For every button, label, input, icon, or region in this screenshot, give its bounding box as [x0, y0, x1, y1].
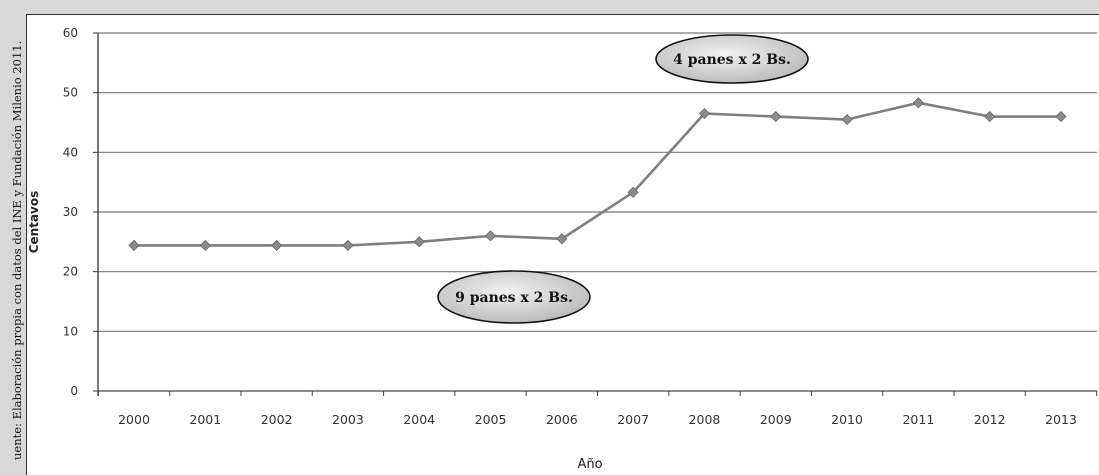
data-point-marker	[128, 239, 140, 251]
x-tick-label: 2005	[475, 412, 507, 427]
x-axis-label: Año	[577, 457, 602, 472]
data-point-marker	[912, 97, 924, 109]
y-tick-label: 20	[63, 265, 78, 279]
data-series	[128, 97, 1067, 251]
data-point-marker	[342, 239, 354, 251]
annotation-label: 4 panes x 2 Bs.	[673, 52, 791, 68]
series-line	[134, 101, 1061, 247]
data-point-marker	[199, 239, 211, 251]
x-tick-label: 2009	[760, 412, 792, 427]
x-tick-label: 2007	[617, 412, 649, 427]
data-point-marker	[271, 239, 283, 251]
gridlines	[98, 32, 1097, 332]
annotation-label: 9 panes x 2 Bs.	[455, 290, 573, 306]
x-axis: 2000 2001 2002 2003 2004 2005 2006 2007 2008 2009…	[97, 390, 1098, 427]
x-tick-label: 2012	[974, 412, 1006, 427]
x-tick-label: 2003	[332, 412, 364, 427]
x-tick-label: 2000	[118, 412, 150, 427]
x-tick-label: 2011	[902, 412, 934, 427]
data-point-marker	[627, 186, 639, 198]
x-tick-label: 2013	[1045, 412, 1077, 427]
y-tick-label: 10	[63, 324, 78, 338]
annotation-bubble	[655, 34, 809, 84]
data-point-marker	[484, 230, 497, 242]
data-point-marker	[841, 113, 853, 126]
x-tick-label: 2006	[546, 412, 578, 427]
x-tick-label: 2002	[261, 412, 293, 427]
y-axis: 0 10 20 30 40 50 60	[63, 26, 99, 398]
data-point-marker	[698, 107, 711, 120]
data-point-marker	[556, 233, 568, 245]
data-point-marker	[770, 110, 782, 123]
y-tick-label: 50	[63, 86, 78, 100]
y-tick-label: 30	[63, 205, 78, 219]
y-tick-label: 60	[63, 26, 78, 40]
data-point-marker	[1055, 110, 1067, 123]
annotation-bubble	[437, 270, 591, 324]
x-tick-label: 2001	[189, 412, 221, 427]
y-tick-label: 0	[70, 384, 78, 398]
x-tick-label: 2010	[831, 412, 863, 427]
data-point-marker	[413, 236, 425, 248]
data-point-marker	[984, 110, 996, 123]
annotations: 4 panes x 2 Bs. 9 panes x 2 Bs.	[437, 34, 809, 324]
y-tick-label: 40	[63, 145, 78, 159]
x-tick-label: 2004	[403, 412, 435, 427]
y-axis-label: Centavos	[27, 191, 41, 254]
x-tick-label: 2008	[689, 412, 721, 427]
